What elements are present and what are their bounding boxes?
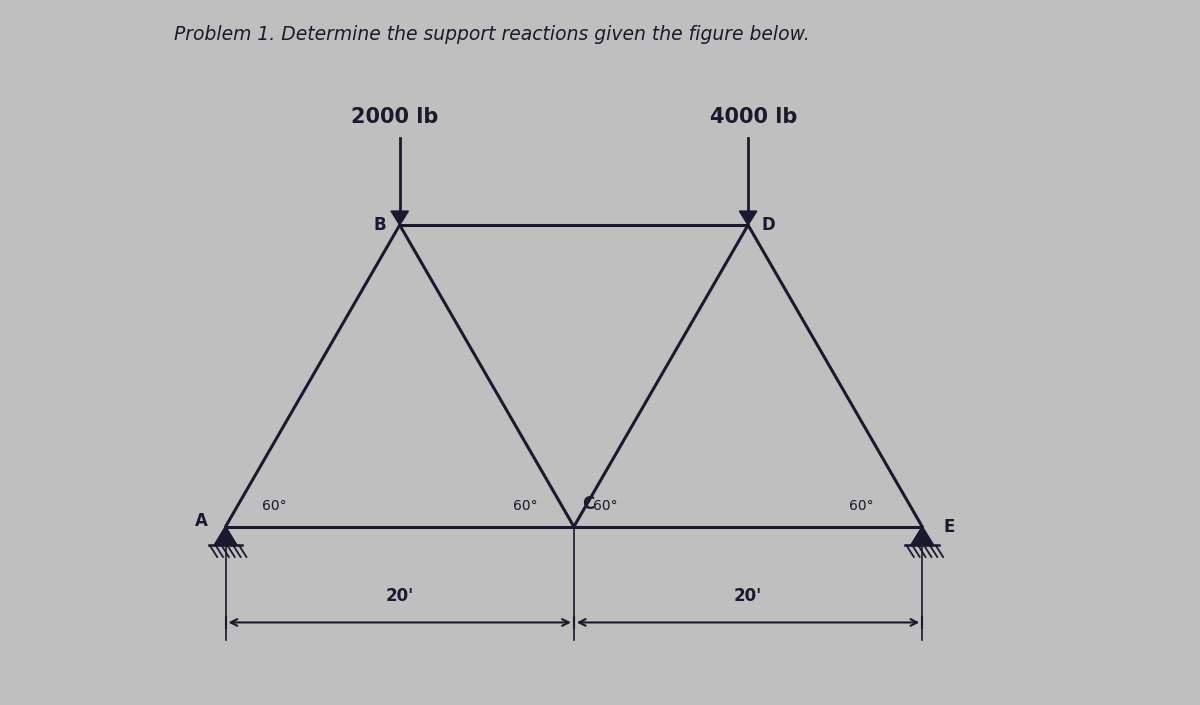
Text: 20': 20' [385, 587, 414, 605]
Text: 60°: 60° [262, 498, 287, 513]
Polygon shape [391, 211, 408, 225]
Text: A: A [196, 513, 208, 530]
Text: 4000 lb: 4000 lb [709, 107, 797, 128]
Text: C: C [582, 495, 595, 513]
Polygon shape [911, 527, 934, 546]
Text: E: E [943, 517, 954, 536]
Text: 2000 lb: 2000 lb [350, 107, 438, 128]
Text: 60°: 60° [512, 498, 538, 513]
Polygon shape [214, 527, 238, 546]
Text: Problem 1. Determine the support reactions given the figure below.: Problem 1. Determine the support reactio… [174, 25, 809, 44]
Polygon shape [739, 211, 757, 225]
Text: 60°: 60° [593, 498, 618, 513]
Text: 60°: 60° [848, 498, 874, 513]
Text: 20': 20' [734, 587, 762, 605]
Text: B: B [373, 216, 385, 234]
Text: D: D [762, 216, 775, 234]
